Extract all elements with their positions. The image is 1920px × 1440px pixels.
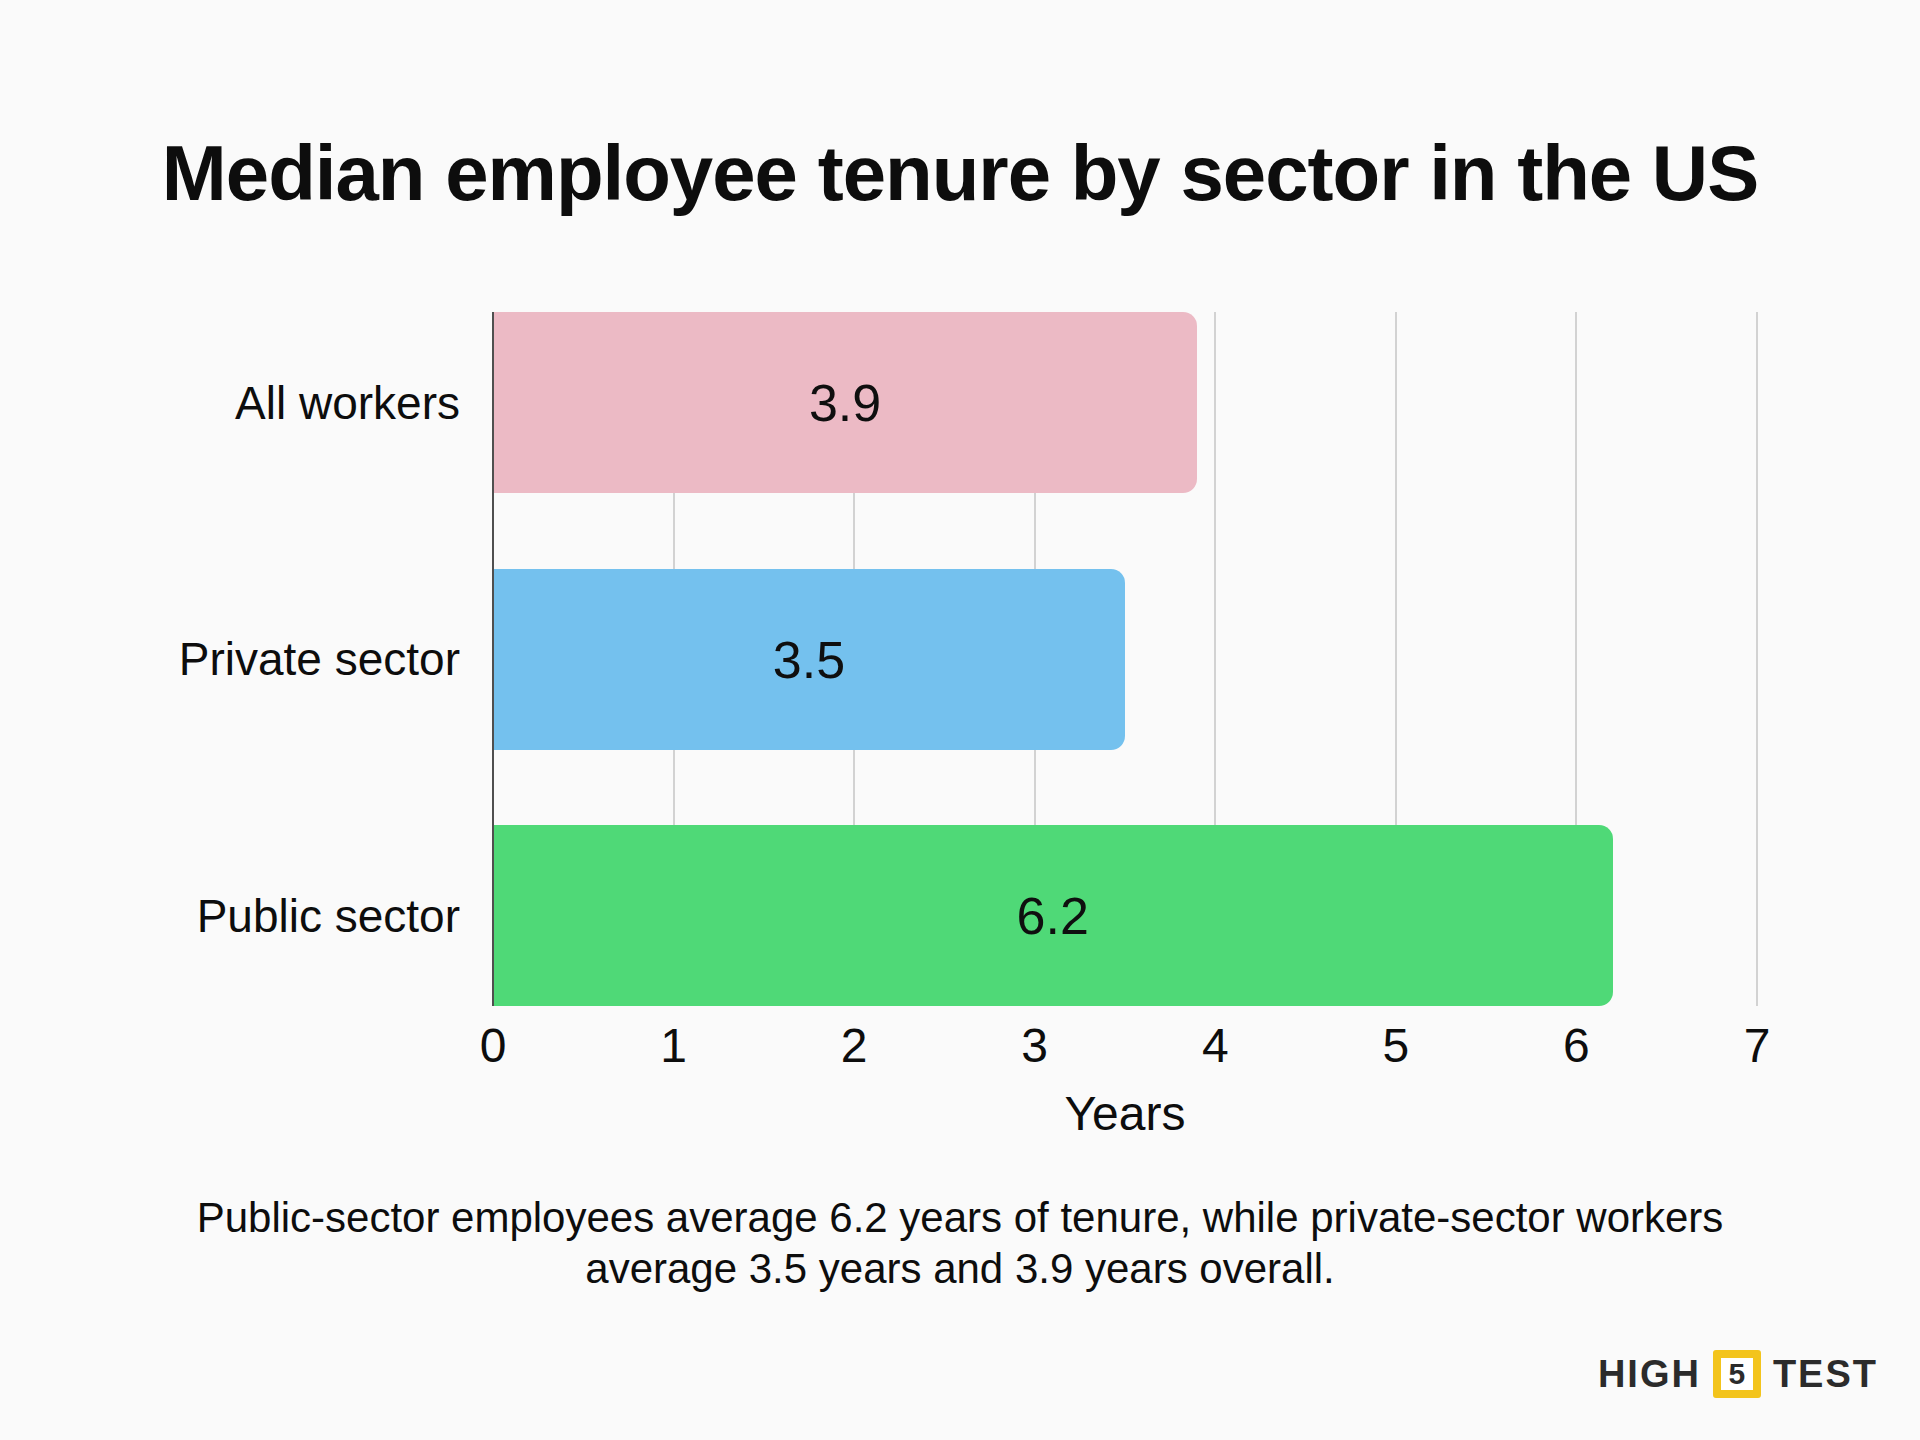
logo-word-high: HIGH <box>1598 1353 1701 1396</box>
y-axis-line <box>492 312 494 1006</box>
high5test-logo: HIGH 5 TEST <box>1598 1350 1878 1398</box>
logo-word-test: TEST <box>1773 1353 1878 1396</box>
bar-public-sector: 6.2 <box>493 825 1613 1006</box>
x-axis-title: Years <box>493 1086 1757 1141</box>
category-label-public-sector: Public sector <box>20 886 460 946</box>
x-axis-ticks: 01234567 <box>493 1018 1757 1078</box>
x-tick-1: 1 <box>660 1018 687 1073</box>
bar-value-label: 3.5 <box>773 630 845 690</box>
category-label-private-sector: Private sector <box>20 629 460 689</box>
infographic-canvas: Median employee tenure by sector in the … <box>0 0 1920 1440</box>
bar-private-sector: 3.5 <box>493 569 1125 750</box>
bar-all-workers: 3.9 <box>493 312 1197 493</box>
x-tick-5: 5 <box>1382 1018 1409 1073</box>
bar-value-label: 3.9 <box>809 373 881 433</box>
bar-value-label: 6.2 <box>1017 886 1089 946</box>
caption-line-2: average 3.5 years and 3.9 years overall. <box>0 1243 1920 1294</box>
logo-badge-5: 5 <box>1713 1350 1761 1398</box>
x-tick-3: 3 <box>1021 1018 1048 1073</box>
chart-caption: Public-sector employees average 6.2 year… <box>0 1192 1920 1294</box>
category-label-all-workers: All workers <box>20 373 460 433</box>
caption-line-1: Public-sector employees average 6.2 year… <box>0 1192 1920 1243</box>
gridline-7 <box>1756 312 1758 1006</box>
x-tick-4: 4 <box>1202 1018 1229 1073</box>
chart-title: Median employee tenure by sector in the … <box>0 128 1920 219</box>
x-tick-0: 0 <box>480 1018 507 1073</box>
x-tick-6: 6 <box>1563 1018 1590 1073</box>
plot-area: 3.9 3.5 6.2 <box>493 312 1757 1006</box>
x-tick-2: 2 <box>841 1018 868 1073</box>
x-tick-7: 7 <box>1744 1018 1771 1073</box>
